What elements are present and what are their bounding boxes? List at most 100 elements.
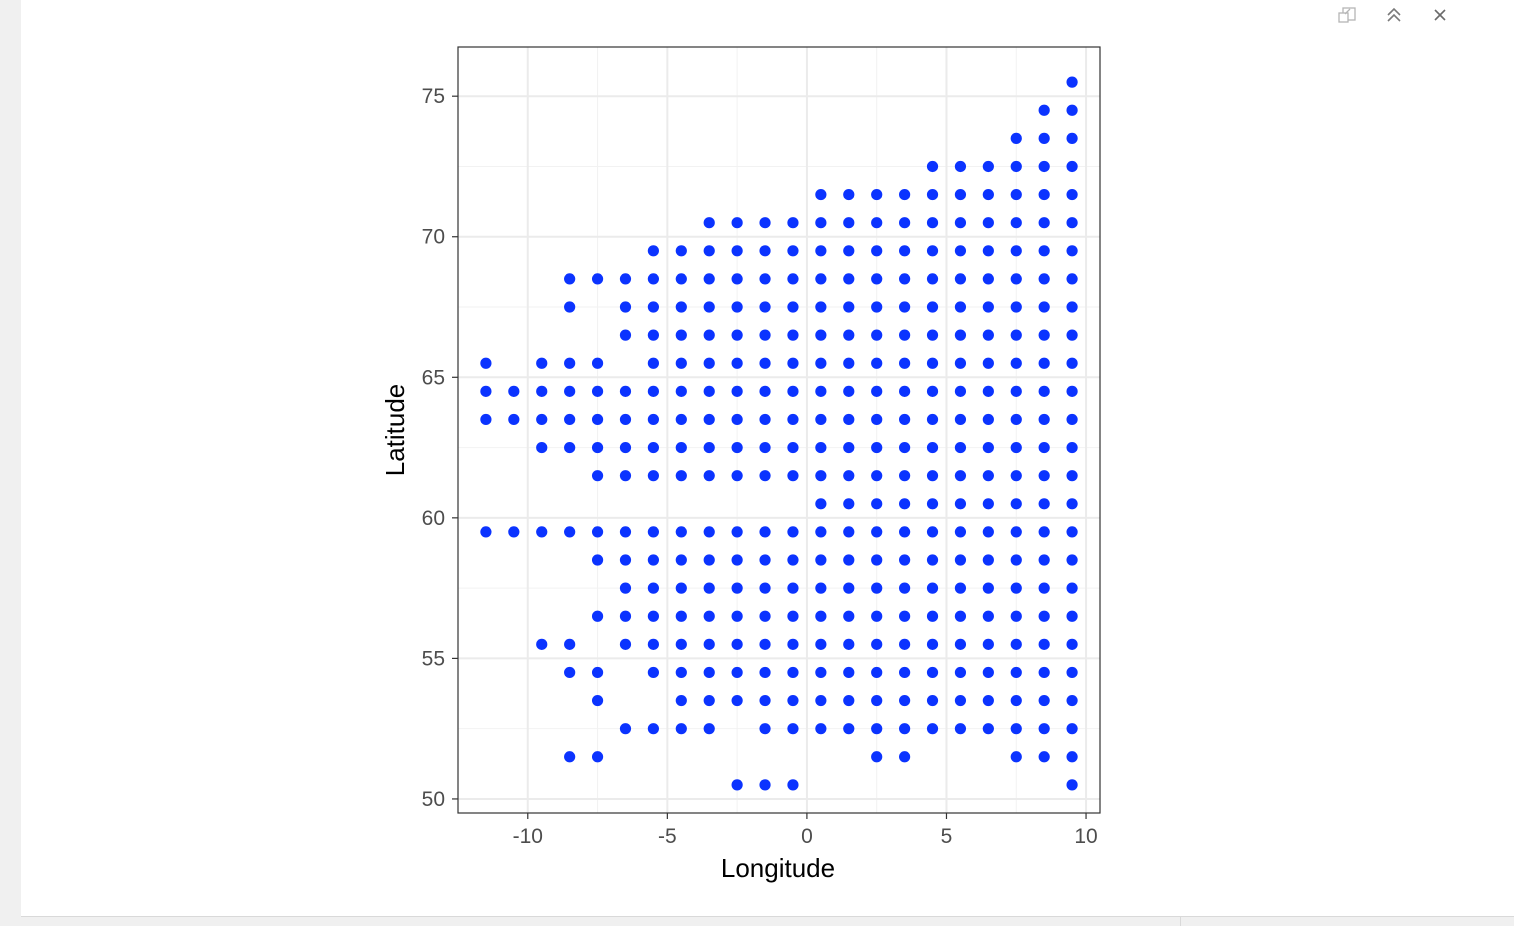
data-point [843, 582, 855, 594]
data-point [759, 273, 771, 285]
data-point [731, 329, 743, 341]
popout-icon [1338, 7, 1356, 23]
data-point [1038, 470, 1050, 482]
data-point [1010, 385, 1022, 397]
data-point [591, 273, 604, 285]
data-point [787, 245, 799, 257]
data-point [954, 498, 967, 510]
data-point [1010, 217, 1022, 229]
data-point [619, 526, 632, 538]
y-tick-label: 70 [422, 226, 445, 249]
data-point [675, 582, 687, 594]
data-point [675, 385, 687, 397]
data-point [926, 413, 939, 426]
data-point [703, 217, 715, 229]
x-tick-label: 10 [1074, 825, 1097, 848]
data-point [1038, 498, 1050, 510]
data-point [982, 301, 994, 313]
data-point [871, 385, 883, 397]
data-point [508, 385, 520, 397]
data-point [954, 217, 967, 229]
data-point [591, 357, 604, 369]
popout-button[interactable] [1332, 4, 1364, 26]
y-tick-label: 75 [422, 85, 445, 108]
data-point [1038, 723, 1050, 735]
data-point [954, 638, 967, 650]
data-point [1066, 104, 1078, 116]
data-point [703, 723, 715, 735]
data-point [759, 413, 771, 426]
data-point [480, 526, 492, 538]
data-point [815, 441, 827, 454]
data-point [480, 357, 492, 369]
data-point [843, 694, 855, 707]
data-point [675, 357, 687, 369]
data-point [843, 441, 855, 454]
axis-ticks [452, 95, 1087, 819]
data-point [871, 582, 883, 594]
data-point [815, 273, 827, 285]
data-point [731, 779, 743, 791]
data-point [1038, 329, 1050, 341]
data-point [843, 217, 855, 229]
data-point [815, 413, 827, 426]
data-point [871, 666, 883, 679]
data-point [1010, 441, 1022, 454]
data-point [982, 357, 994, 369]
data-point [675, 245, 687, 257]
collapse-button[interactable] [1378, 4, 1410, 26]
data-point [731, 638, 743, 650]
data-point [731, 245, 743, 257]
data-point [871, 638, 883, 650]
data-point [759, 357, 771, 369]
data-point [982, 217, 994, 229]
data-point [675, 723, 687, 735]
data-point [591, 470, 604, 482]
data-point [926, 441, 939, 454]
data-point [1038, 217, 1050, 229]
data-point [954, 470, 967, 482]
data-point [871, 329, 883, 341]
data-point [619, 385, 632, 397]
x-tick-label: -5 [658, 825, 677, 848]
data-point [899, 245, 911, 257]
data-point [1038, 245, 1050, 257]
data-point [815, 357, 827, 369]
data-point [926, 498, 939, 510]
data-point [899, 526, 911, 538]
data-point [871, 498, 883, 510]
data-point [703, 441, 715, 454]
data-point [843, 385, 855, 397]
data-point [982, 723, 994, 735]
data-point [564, 385, 576, 397]
data-point [647, 301, 659, 313]
x-tick-label: -10 [513, 825, 543, 848]
data-point [926, 638, 939, 650]
major-gridlines [458, 47, 1100, 813]
data-point [954, 694, 967, 707]
data-point [675, 638, 687, 650]
data-point [759, 582, 771, 594]
data-point [731, 694, 743, 707]
data-point [954, 273, 967, 285]
tick-labels: -10 -5 0 5 10 50 55 60 65 70 75 [422, 85, 1098, 848]
data-point [1066, 132, 1078, 144]
data-point [926, 666, 939, 679]
data-point [731, 470, 743, 482]
data-point [843, 610, 855, 622]
data-point [564, 413, 576, 426]
data-point [1066, 76, 1078, 88]
data-point [926, 273, 939, 285]
data-point [787, 526, 799, 538]
data-point [759, 526, 771, 538]
data-point [619, 470, 632, 482]
data-point [871, 694, 883, 707]
data-point [1066, 638, 1078, 650]
data-point [591, 610, 604, 622]
data-point [1010, 329, 1022, 341]
close-button[interactable] [1424, 4, 1456, 26]
data-point [591, 694, 604, 707]
data-point [926, 723, 939, 735]
y-tick-label: 50 [422, 788, 445, 811]
